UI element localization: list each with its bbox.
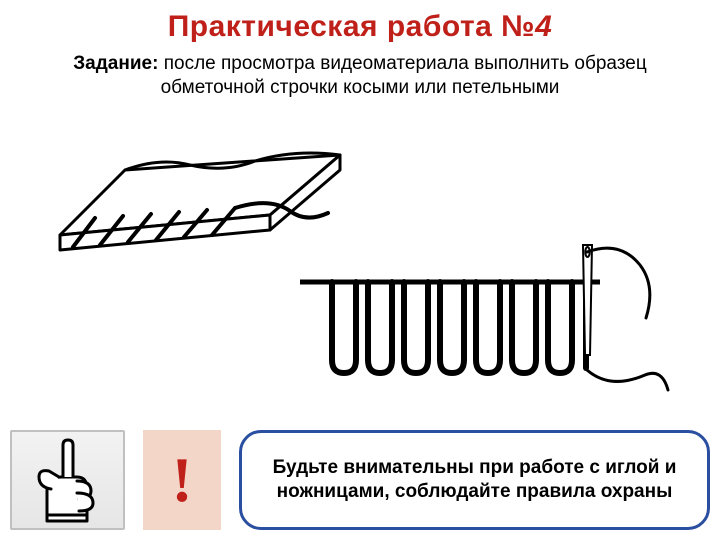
task-body: после просмотра видеоматериала выполнить… [158, 53, 646, 98]
warning-text: Будьте внимательны при работе с иглой и … [256, 456, 693, 504]
exclamation-icon: ! [143, 430, 221, 530]
blanket-stitch-illustration [290, 240, 670, 400]
title-text: Практическая работа № [168, 10, 535, 43]
warning-row: ! Будьте внимательны при работе с иглой … [10, 430, 710, 530]
task-label: Задание: [73, 53, 158, 74]
page-title: Практическая работа №4 [0, 0, 720, 44]
exclamation-mark: ! [171, 443, 192, 517]
pointing-hand-icon [10, 430, 125, 530]
title-number: 4 [535, 10, 552, 43]
task-paragraph: Задание: после просмотра видеоматериала … [0, 44, 720, 100]
warning-callout: Будьте внимательны при работе с иглой и … [239, 430, 710, 530]
